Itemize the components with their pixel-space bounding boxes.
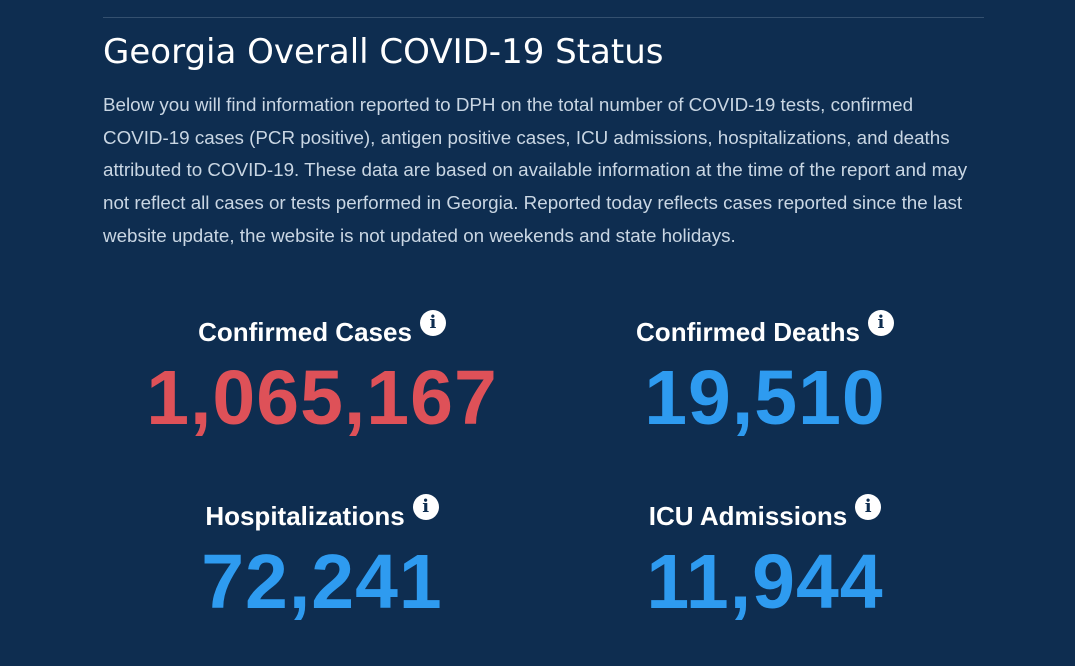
stat-card-icu-admissions: ICU Admissions i 11,944: [550, 494, 980, 624]
page-title: Georgia Overall COVID-19 Status: [103, 32, 664, 72]
stat-card-confirmed-cases: Confirmed Cases i 1,065,167: [107, 310, 537, 440]
stat-header: Hospitalizations i: [107, 494, 537, 538]
stat-header: Confirmed Cases i: [107, 310, 537, 354]
info-icon[interactable]: i: [867, 310, 894, 336]
section-divider: [103, 17, 984, 18]
stat-header: ICU Admissions i: [550, 494, 980, 538]
stat-card-hospitalizations: Hospitalizations i 72,241: [107, 494, 537, 624]
intro-paragraph: Below you will find information reported…: [103, 94, 968, 246]
stat-label-confirmed-cases: Confirmed Cases: [198, 317, 412, 347]
info-icon[interactable]: i: [855, 494, 882, 520]
info-icon[interactable]: i: [412, 494, 439, 520]
stat-label-confirmed-deaths: Confirmed Deaths: [636, 317, 860, 347]
stat-header: Confirmed Deaths i: [550, 310, 980, 354]
info-icon[interactable]: i: [419, 310, 446, 336]
stat-label-hospitalizations: Hospitalizations: [205, 501, 405, 531]
stat-value-icu-admissions: 11,944: [646, 539, 884, 625]
stat-value-confirmed-cases: 1,065,167: [146, 355, 498, 441]
stat-value-hospitalizations: 72,241: [201, 539, 443, 625]
stat-label-icu-admissions: ICU Admissions: [648, 501, 848, 531]
stat-value-confirmed-deaths: 19,510: [644, 355, 886, 441]
stat-card-confirmed-deaths: Confirmed Deaths i 19,510: [550, 310, 980, 440]
